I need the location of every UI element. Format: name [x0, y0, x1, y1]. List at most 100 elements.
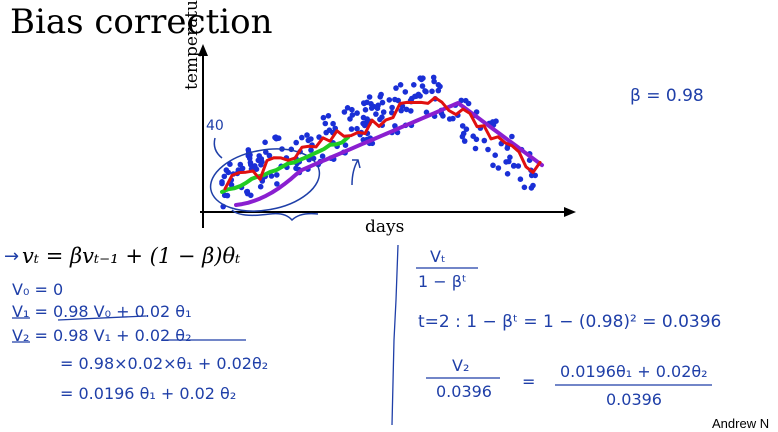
data-point: [299, 134, 305, 141]
data-point: [263, 149, 269, 155]
data-point: [379, 99, 386, 106]
note-v2: V₂ = 0.98 V₁ + 0.02 θ₂: [12, 326, 192, 345]
rhs-denominator: 0.0396: [606, 390, 662, 409]
data-point: [362, 107, 369, 113]
data-point: [530, 182, 536, 189]
data-point: [266, 152, 273, 159]
data-point: [322, 120, 329, 127]
data-point: [423, 88, 429, 95]
data-point: [450, 115, 456, 122]
data-point: [463, 126, 470, 132]
ewa-red-line: [223, 96, 542, 191]
bias-corrected-line: [220, 135, 350, 194]
data-point: [490, 119, 496, 125]
data-point: [403, 106, 410, 113]
data-point: [459, 133, 466, 140]
data-point: [361, 122, 368, 129]
strike-v1: [57, 315, 147, 321]
data-point: [419, 83, 426, 89]
data-point: [397, 82, 404, 88]
data-point: [373, 111, 379, 117]
data-point: [515, 163, 522, 169]
v2-denominator: 0.0396: [436, 382, 492, 401]
data-point: [380, 109, 387, 115]
author-credit: Andrew N: [712, 416, 770, 431]
data-point: [308, 147, 314, 153]
t2-line: t=2 : 1 − βᵗ = 1 − (0.98)² = 0.0396: [418, 312, 722, 332]
data-point: [342, 142, 349, 148]
data-point: [458, 97, 465, 104]
data-point: [423, 109, 430, 116]
data-point: [472, 145, 479, 152]
rhs-numerator: 0.0196θ₁ + 0.02θ₂: [560, 362, 708, 381]
data-point: [326, 127, 333, 133]
data-point: [347, 116, 353, 122]
data-point: [374, 105, 381, 112]
data-point: [257, 183, 264, 190]
data-point: [509, 133, 515, 140]
data-point: [507, 154, 513, 161]
arrow-icon: →: [4, 246, 20, 267]
data-point: [262, 139, 268, 146]
annotation-40: 40: [206, 118, 224, 134]
data-point: [293, 165, 299, 172]
data-point: [402, 89, 409, 95]
y-axis-label: temperature: [182, 0, 202, 90]
early-region-ellipse: [209, 148, 321, 212]
data-point: [495, 165, 502, 171]
data-point: [430, 74, 437, 81]
data-point: [223, 167, 230, 173]
data-point: [320, 114, 327, 121]
pointer-40: [213, 137, 223, 159]
data-point: [348, 126, 355, 132]
data-point: [521, 184, 528, 191]
data-point: [510, 163, 517, 169]
v2-numerator: V₂: [452, 356, 470, 375]
data-point: [490, 162, 496, 169]
data-point: [325, 113, 332, 119]
data-point: [361, 100, 367, 107]
data-point: [389, 104, 395, 111]
equals-sign: =: [522, 372, 536, 391]
data-point: [344, 105, 351, 111]
x-axis-label: days: [365, 217, 405, 237]
data-point: [368, 105, 375, 111]
data-point: [273, 134, 279, 140]
slide-title: Bias correction: [10, 2, 273, 42]
data-point: [470, 133, 477, 139]
data-point: [485, 146, 491, 153]
data-point: [349, 106, 355, 113]
frac-denominator: 1 − βᵗ: [418, 272, 467, 291]
note-result: = 0.0196 θ₁ + 0.02 θ₂: [60, 384, 237, 403]
data-point: [245, 153, 252, 159]
data-point: [392, 96, 398, 103]
data-point: [459, 123, 466, 129]
data-point: [221, 173, 228, 180]
note-v1: V₁ = 0.98 V₀ + 0.02 θ₁: [12, 302, 192, 321]
data-point: [293, 139, 300, 146]
data-point: [366, 94, 373, 100]
data-point: [379, 114, 385, 120]
data-point: [319, 153, 326, 159]
data-point: [417, 75, 424, 81]
data-point: [304, 132, 310, 138]
data-point: [224, 192, 231, 199]
frac-numerator: Vₜ: [430, 247, 446, 266]
data-point: [308, 136, 314, 142]
data-point: [481, 137, 488, 144]
brace-annotation: [231, 209, 319, 222]
data-point: [330, 120, 336, 127]
bias-uncorrected-line: [234, 101, 544, 207]
data-point: [248, 192, 254, 199]
note-v0: V₀ = 0: [12, 280, 64, 299]
data-point: [417, 93, 423, 99]
data-point: [431, 78, 437, 85]
data-point: [398, 107, 405, 114]
note-expansion: = 0.98×0.02×θ₁ + 0.02θ₂: [60, 354, 269, 373]
data-point: [504, 171, 511, 177]
y-axis-arrow: [198, 44, 208, 56]
beta-note: β = 0.98: [630, 86, 704, 106]
data-point: [244, 189, 250, 195]
data-point: [517, 176, 524, 182]
